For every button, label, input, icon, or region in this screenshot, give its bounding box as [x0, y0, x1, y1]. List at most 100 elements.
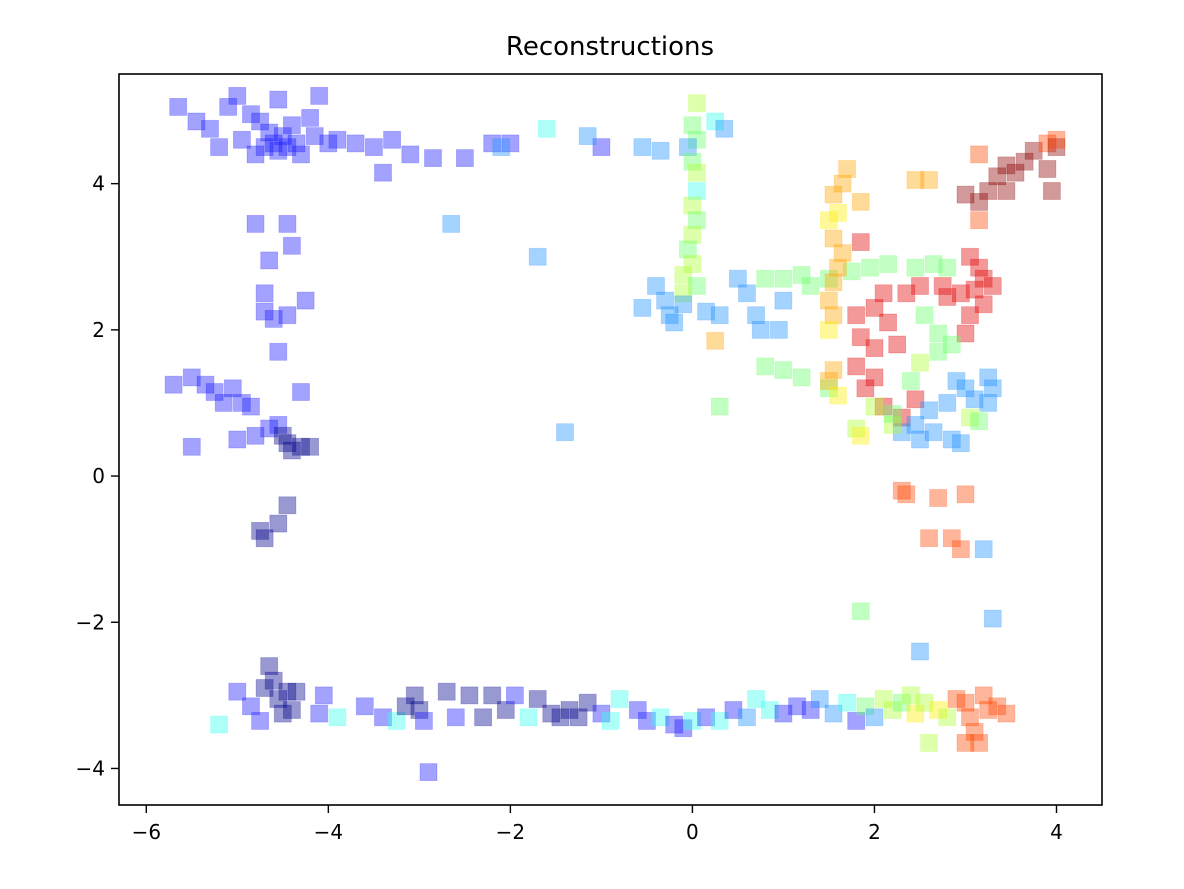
- data-point: [920, 734, 938, 752]
- data-point: [264, 309, 283, 328]
- data-point: [897, 284, 916, 303]
- data-point: [674, 284, 693, 303]
- data-point: [883, 404, 902, 423]
- data-point: [974, 295, 993, 314]
- x-tick-label: 2: [868, 820, 881, 844]
- data-point: [883, 701, 902, 719]
- data-point: [710, 712, 729, 730]
- data-point: [310, 704, 329, 723]
- data-point: [952, 434, 970, 453]
- data-point: [1024, 141, 1043, 160]
- data-point: [788, 697, 806, 716]
- data-point: [688, 182, 706, 200]
- data-point: [364, 138, 383, 157]
- data-point: [929, 342, 948, 361]
- data-point: [437, 682, 456, 701]
- data-point: [911, 277, 929, 295]
- data-point: [255, 284, 274, 303]
- data-point: [983, 277, 1002, 295]
- data-point: [278, 434, 297, 453]
- data-point: [756, 269, 775, 288]
- y-tick-label: −2: [76, 610, 105, 634]
- data-point: [879, 255, 897, 274]
- data-point: [560, 701, 579, 719]
- data-point: [355, 697, 374, 716]
- data-point: [410, 701, 429, 719]
- data-point: [387, 712, 406, 730]
- chart-title: Reconstructions: [506, 32, 714, 62]
- data-point: [601, 712, 620, 730]
- data-point: [228, 682, 247, 701]
- data-point: [851, 426, 870, 445]
- data-point: [492, 138, 511, 157]
- data-point: [182, 368, 201, 387]
- data-point: [273, 426, 292, 445]
- data-point: [551, 708, 570, 727]
- data-point: [219, 98, 238, 116]
- data-point: [305, 127, 324, 145]
- data-point: [242, 697, 260, 716]
- data-point: [952, 540, 970, 559]
- data-point: [820, 379, 838, 398]
- data-point: [911, 353, 929, 372]
- data-point: [282, 116, 301, 135]
- data-point: [774, 361, 793, 380]
- data-point: [656, 291, 674, 310]
- data-point: [938, 288, 957, 306]
- data-point: [187, 112, 206, 131]
- data-point: [592, 138, 611, 157]
- data-point: [838, 693, 856, 712]
- data-point: [938, 708, 957, 727]
- data-point: [292, 437, 310, 456]
- data-point: [264, 134, 283, 153]
- data-point: [983, 609, 1002, 628]
- data-point: [260, 419, 279, 438]
- points-layer: [164, 87, 1066, 781]
- data-point: [201, 119, 219, 138]
- data-point: [738, 708, 756, 727]
- data-point: [988, 167, 1007, 186]
- data-point: [273, 127, 292, 145]
- data-point: [638, 712, 656, 730]
- x-axis: −6 −4 −2 0 2 4: [132, 805, 1063, 844]
- data-point: [683, 116, 702, 135]
- data-point: [292, 383, 310, 401]
- data-point: [956, 734, 975, 752]
- data-point: [255, 138, 274, 157]
- data-point: [820, 291, 838, 310]
- data-point: [210, 138, 229, 157]
- data-point: [824, 229, 843, 248]
- data-point: [651, 141, 670, 160]
- data-point: [911, 430, 929, 449]
- data-point: [269, 141, 288, 160]
- data-point: [801, 277, 820, 295]
- data-point: [956, 379, 975, 398]
- data-point: [674, 295, 693, 314]
- data-point: [610, 690, 629, 708]
- data-point: [915, 693, 934, 712]
- data-point: [892, 481, 911, 500]
- data-point: [865, 298, 884, 317]
- data-point: [301, 109, 320, 127]
- data-point: [902, 372, 920, 390]
- data-point: [287, 134, 306, 153]
- data-point: [647, 277, 665, 295]
- data-point: [205, 383, 224, 401]
- data-point: [979, 368, 998, 387]
- data-point: [847, 419, 866, 438]
- data-point: [824, 704, 843, 723]
- data-point: [906, 258, 925, 277]
- data-point: [856, 697, 875, 716]
- data-point: [483, 134, 502, 153]
- data-point: [938, 393, 957, 412]
- data-point: [633, 138, 652, 157]
- data-point: [528, 247, 547, 266]
- data-point: [801, 701, 820, 719]
- data-point: [979, 182, 998, 200]
- data-point: [679, 138, 697, 157]
- data-point: [424, 149, 442, 168]
- data-point: [965, 723, 984, 741]
- data-point: [851, 192, 870, 211]
- data-point: [847, 357, 866, 376]
- data-point: [947, 372, 966, 390]
